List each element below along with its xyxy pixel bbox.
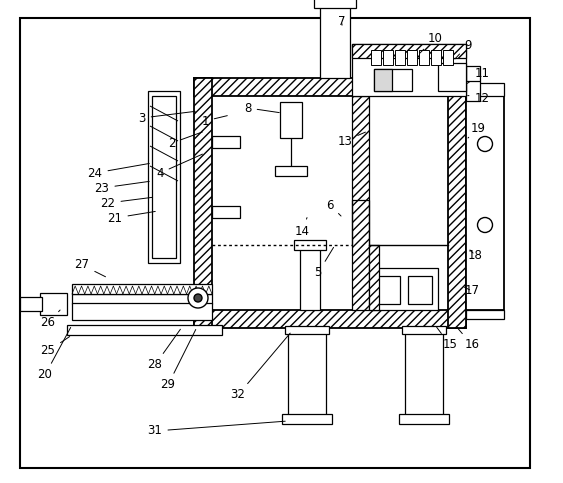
Text: 23: 23: [95, 182, 149, 195]
Bar: [408, 276, 432, 304]
Bar: [374, 69, 392, 91]
Bar: [280, 102, 302, 138]
Bar: [194, 310, 466, 328]
Bar: [371, 50, 381, 65]
Bar: [438, 63, 466, 91]
Bar: [466, 84, 504, 96]
Bar: [431, 50, 441, 65]
Bar: [376, 276, 400, 304]
Text: 18: 18: [467, 248, 482, 261]
Bar: [419, 50, 429, 65]
Bar: [395, 50, 405, 65]
Text: 21: 21: [108, 212, 155, 225]
Bar: [40, 293, 67, 315]
Bar: [148, 91, 180, 263]
Bar: [399, 414, 449, 424]
Text: 29: 29: [160, 329, 196, 392]
Bar: [72, 294, 212, 304]
Text: 22: 22: [101, 197, 152, 210]
Bar: [372, 268, 438, 310]
Bar: [288, 328, 326, 416]
Bar: [152, 96, 176, 258]
Text: 31: 31: [148, 421, 285, 438]
Text: 2: 2: [168, 132, 202, 150]
Bar: [212, 136, 240, 148]
Text: 32: 32: [231, 333, 290, 401]
Bar: [194, 78, 466, 96]
Bar: [352, 44, 466, 96]
Bar: [314, 0, 356, 8]
Bar: [294, 240, 326, 250]
Text: 3: 3: [138, 112, 195, 125]
Bar: [448, 78, 466, 328]
Text: 1: 1: [201, 114, 227, 128]
Bar: [374, 69, 412, 91]
Bar: [300, 242, 320, 310]
Bar: [443, 50, 453, 65]
Bar: [383, 50, 393, 65]
Bar: [369, 245, 379, 310]
Text: 27: 27: [74, 258, 105, 277]
Text: 20: 20: [38, 327, 71, 382]
Bar: [405, 328, 443, 416]
Text: 8: 8: [244, 101, 279, 114]
Bar: [352, 44, 466, 58]
Text: 16: 16: [457, 327, 480, 352]
Bar: [72, 284, 212, 294]
Bar: [320, 0, 350, 78]
Text: 15: 15: [437, 327, 457, 352]
Text: 7: 7: [338, 14, 346, 28]
Text: 9: 9: [455, 39, 472, 59]
Text: 13: 13: [338, 132, 365, 147]
Text: 12: 12: [468, 91, 489, 104]
Text: 11: 11: [467, 67, 489, 84]
Text: 19: 19: [468, 122, 485, 138]
Bar: [67, 325, 222, 335]
Bar: [194, 78, 212, 328]
Text: 28: 28: [148, 329, 180, 371]
Text: 6: 6: [326, 199, 341, 216]
Text: 5: 5: [314, 247, 333, 280]
Bar: [282, 414, 332, 424]
Text: 24: 24: [87, 163, 149, 180]
Text: 4: 4: [157, 154, 203, 180]
Bar: [352, 96, 369, 310]
Text: 26: 26: [41, 310, 60, 329]
Bar: [466, 66, 480, 101]
Text: 25: 25: [41, 337, 70, 357]
Text: 17: 17: [464, 284, 480, 298]
Bar: [72, 303, 212, 320]
Bar: [407, 50, 417, 65]
Bar: [275, 166, 307, 176]
Bar: [285, 326, 329, 334]
Circle shape: [194, 294, 202, 302]
Bar: [466, 96, 504, 310]
Bar: [212, 206, 240, 218]
Bar: [20, 297, 42, 311]
Bar: [466, 310, 504, 319]
Bar: [402, 326, 446, 334]
Text: 14: 14: [294, 218, 310, 238]
Text: 10: 10: [420, 31, 443, 53]
Circle shape: [188, 288, 208, 308]
